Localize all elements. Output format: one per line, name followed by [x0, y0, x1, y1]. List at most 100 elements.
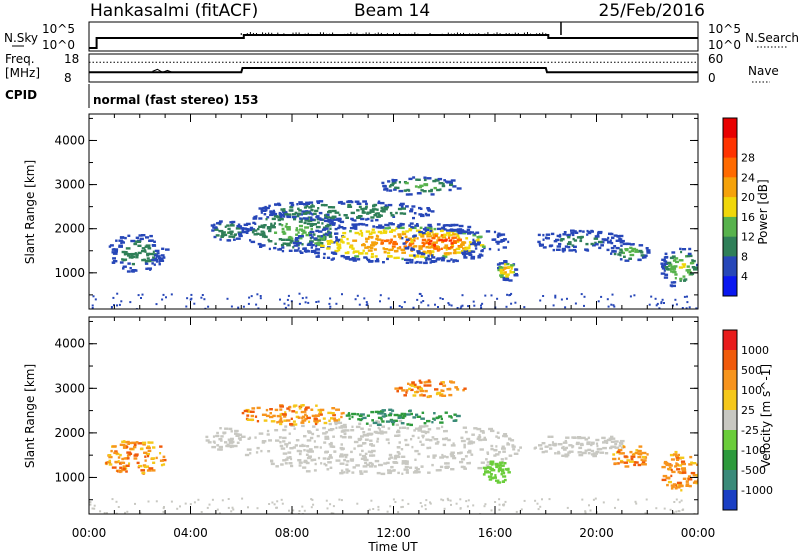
data-cell [358, 444, 363, 447]
data-cell [298, 220, 303, 223]
data-cell [463, 252, 469, 255]
data-cell [115, 239, 118, 242]
data-cell [345, 468, 349, 471]
data-cell [89, 501, 92, 504]
data-cell [480, 461, 485, 464]
data-cell [544, 445, 549, 448]
data-cell [617, 462, 620, 465]
data-cell [154, 254, 158, 257]
data-cell [394, 454, 400, 458]
data-cell [228, 444, 234, 447]
data-cell [142, 464, 147, 467]
data-cell [438, 238, 443, 242]
data-cell [241, 230, 245, 234]
data-cell [273, 503, 276, 506]
data-cell [422, 250, 426, 253]
data-cell [313, 440, 316, 443]
data-cell [413, 236, 416, 240]
data-cell [386, 189, 389, 192]
data-cell [390, 214, 395, 217]
data-cell [312, 223, 317, 226]
data-cell [176, 507, 179, 510]
y-tick-label: 1000 [54, 470, 85, 484]
data-cell [361, 210, 365, 213]
x-tick-label: 00:00 [72, 526, 107, 540]
data-cell [477, 435, 482, 439]
data-cell [430, 246, 435, 249]
data-cell [257, 307, 260, 309]
data-cell [286, 226, 291, 229]
data-cell [230, 510, 233, 513]
data-cell [490, 509, 493, 512]
data-cell [436, 188, 440, 192]
data-cell [278, 223, 282, 226]
data-cell [123, 253, 127, 256]
data-cell [453, 223, 459, 227]
data-cell [190, 297, 193, 300]
data-cell [288, 249, 293, 252]
data-cell [398, 419, 403, 423]
data-cell [162, 507, 165, 510]
data-cell [363, 256, 368, 259]
data-cell [670, 458, 675, 461]
data-cell [461, 241, 464, 244]
data-cell [218, 445, 223, 449]
data-cell [130, 270, 134, 273]
data-cell [328, 456, 333, 459]
data-cell [589, 509, 592, 512]
data-cell [125, 247, 131, 250]
data-cell [460, 305, 463, 308]
data-cell [443, 430, 446, 433]
data-cell [286, 238, 291, 241]
data-cell [486, 452, 490, 455]
data-cell [614, 442, 618, 446]
data-cell [380, 418, 383, 421]
data-cell [435, 247, 438, 250]
data-cell [686, 301, 689, 304]
data-cell [387, 297, 390, 300]
velocity-tick-label: 100 [741, 384, 762, 397]
data-cell [236, 237, 241, 240]
data-cell [368, 235, 371, 239]
data-cell [619, 254, 622, 257]
data-cell [678, 501, 681, 504]
data-cell [131, 262, 135, 266]
data-cell [122, 265, 127, 268]
data-cell [263, 224, 267, 227]
data-cell [286, 244, 291, 247]
data-cell [503, 260, 508, 264]
data-cell [555, 238, 560, 242]
data-cell [429, 261, 432, 264]
velocity-swatch [723, 390, 737, 411]
data-cell [614, 440, 619, 443]
data-cell [401, 232, 404, 236]
data-cell [303, 249, 309, 252]
data-cell [597, 300, 600, 303]
data-cell [688, 254, 693, 258]
data-cell [305, 211, 311, 214]
data-cell [655, 507, 658, 510]
data-cell [688, 306, 691, 309]
data-cell [688, 247, 692, 251]
data-cell [433, 412, 436, 415]
data-cell [290, 464, 294, 468]
data-cell [303, 203, 306, 206]
data-cell [380, 432, 384, 435]
data-cell [420, 417, 425, 420]
data-cell [450, 468, 455, 471]
data-cell [485, 230, 491, 233]
data-cell [332, 435, 335, 438]
data-cell [620, 238, 623, 241]
data-cell [565, 446, 568, 450]
data-cell [286, 419, 291, 422]
data-cell [153, 240, 156, 243]
data-cell [499, 271, 505, 275]
data-cell [427, 258, 432, 261]
data-cell [458, 245, 463, 248]
data-cell [656, 302, 659, 305]
data-cell [419, 255, 425, 258]
data-cell [343, 471, 346, 474]
data-cell [298, 461, 303, 464]
data-cell [93, 507, 96, 510]
data-cell [300, 421, 305, 424]
